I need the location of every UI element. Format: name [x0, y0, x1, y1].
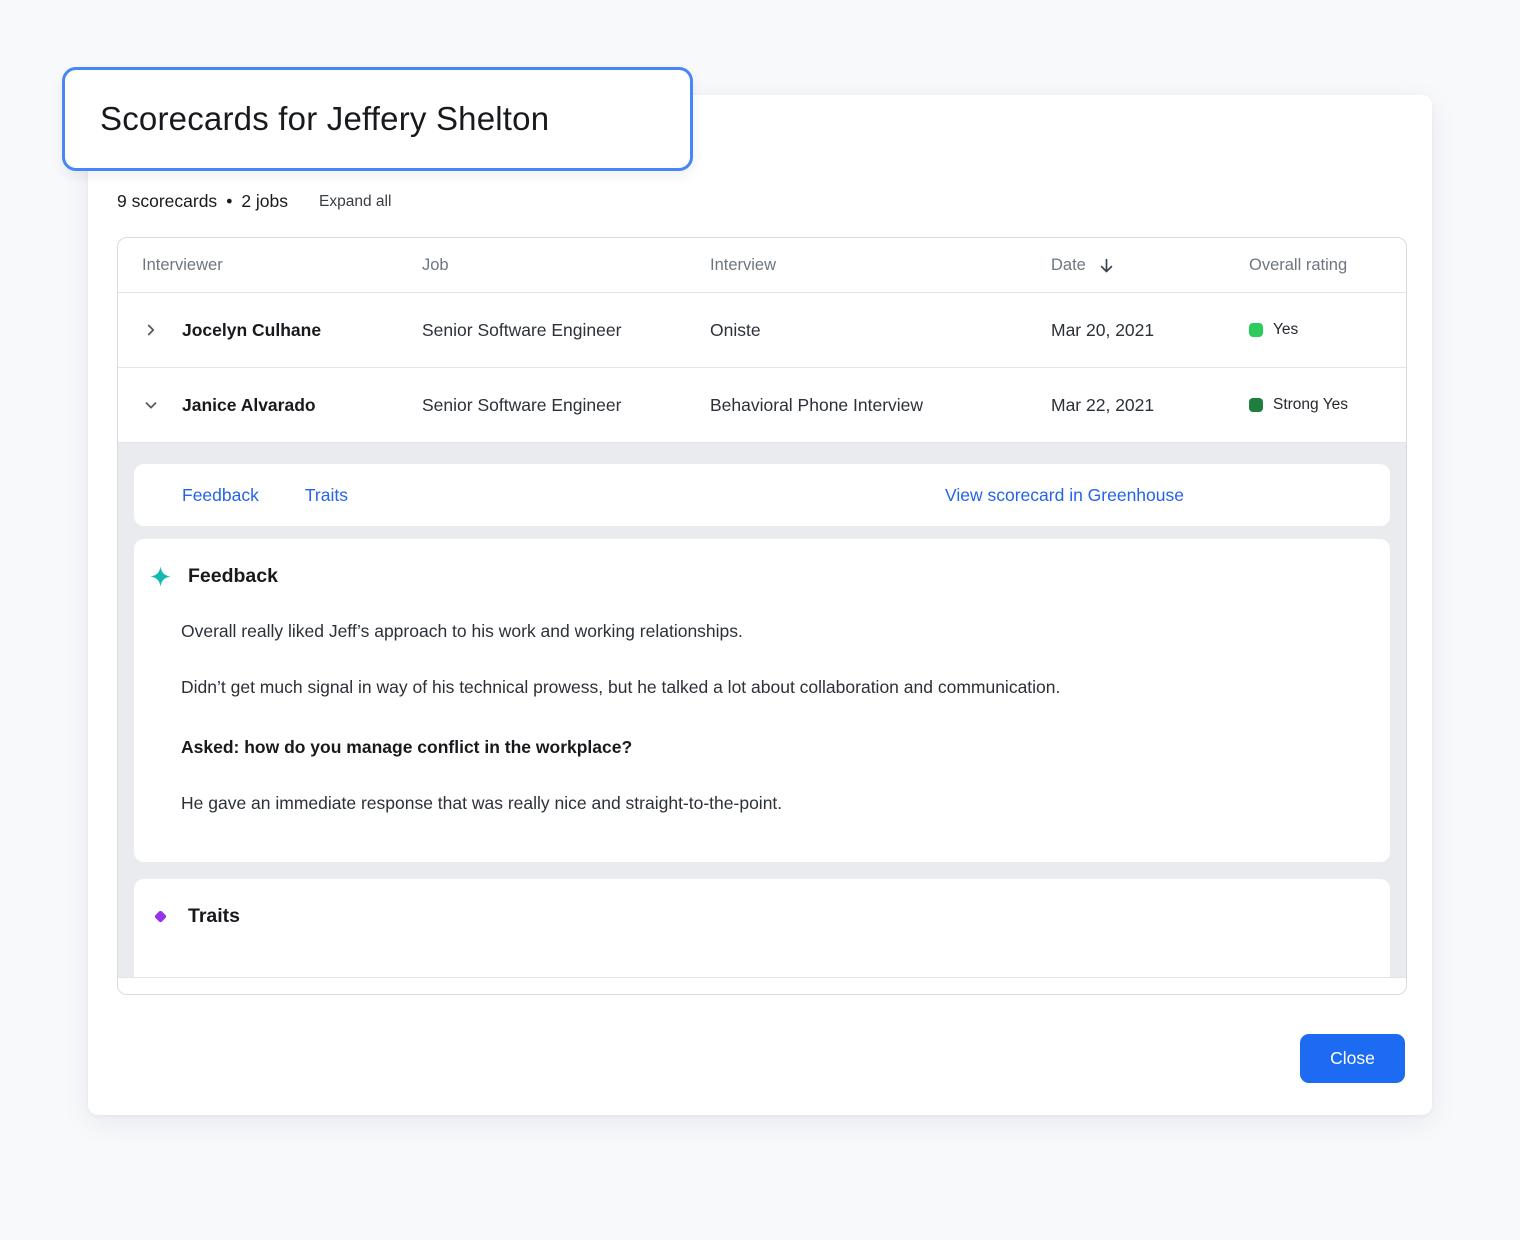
feedback-question: Asked: how do you manage conflict in the…	[181, 737, 633, 757]
rating-label: Strong Yes	[1273, 396, 1348, 413]
date-cell: Mar 20, 2021	[1051, 319, 1155, 340]
expand-all-button[interactable]: Expand all	[319, 192, 392, 210]
diamond-icon	[148, 906, 172, 927]
rating-swatch-strong-yes	[1249, 398, 1263, 412]
table-header-row: Interviewer Job Interview Date Overall r…	[118, 238, 1406, 293]
bullet-separator: •	[226, 191, 233, 211]
feedback-heading: Feedback	[188, 565, 278, 587]
traits-heading: Traits	[188, 905, 241, 927]
rating-swatch-yes	[1249, 323, 1263, 337]
page-title: Scorecards for Jeffery Shelton	[100, 100, 550, 137]
rating-label: Yes	[1273, 321, 1299, 338]
overall-rating-cell: Yes	[1249, 321, 1382, 339]
feedback-answer: He gave an immediate response that was r…	[181, 793, 783, 813]
table-row-collapsed[interactable]: Jocelyn Culhane Senior Software Engineer…	[118, 293, 1406, 368]
feedback-paragraph: Didn’t get much signal in way of his tec…	[181, 677, 1061, 697]
column-header-date[interactable]: Date	[1051, 256, 1249, 275]
feedback-section-header: Feedback	[148, 565, 1342, 588]
jobs-count: 2 jobs	[241, 191, 289, 211]
scorecards-count: 9 scorecards	[117, 191, 218, 211]
column-header-overall-rating: Overall rating	[1249, 255, 1348, 274]
job-cell: Senior Software Engineer	[422, 394, 622, 415]
view-scorecard-in-greenhouse-link[interactable]: View scorecard in Greenhouse	[945, 484, 1184, 505]
chevron-right-icon[interactable]	[142, 321, 182, 339]
table-row-expanded[interactable]: Janice Alvarado Senior Software Engineer…	[118, 368, 1406, 443]
scorecards-summary: 9 scorecards • 2 jobs Expand all	[117, 191, 391, 212]
summary-counts: 9 scorecards • 2 jobs	[117, 191, 288, 212]
sparkle-icon	[148, 565, 172, 588]
sort-arrow-down-icon	[1095, 256, 1119, 275]
traits-section-card: Traits	[134, 879, 1390, 977]
chevron-down-icon[interactable]	[142, 396, 182, 414]
column-header-job: Job	[422, 255, 449, 274]
interviewer-name: Jocelyn Culhane	[182, 319, 322, 340]
feedback-body: Overall really liked Jeff’s approach to …	[148, 588, 1342, 818]
interview-cell: Behavioral Phone Interview	[710, 394, 924, 415]
overall-rating-cell: Strong Yes	[1249, 396, 1382, 414]
scorecard-detail-panel: Feedback Traits View scorecard in Greenh…	[118, 443, 1406, 977]
scorecards-dialog: 9 scorecards • 2 jobs Expand all Intervi…	[88, 95, 1432, 1115]
tab-traits[interactable]: Traits	[304, 484, 348, 505]
column-header-interviewer: Interviewer	[142, 255, 223, 274]
dialog-title-highlight-box: Scorecards for Jeffery Shelton	[62, 67, 693, 171]
column-header-interview: Interview	[710, 255, 777, 274]
feedback-section-card: Feedback Overall really liked Jeff’s app…	[134, 539, 1390, 862]
scorecards-table: Interviewer Job Interview Date Overall r…	[117, 237, 1407, 995]
interviewer-name: Janice Alvarado	[182, 394, 316, 415]
detail-tabs-bar: Feedback Traits View scorecard in Greenh…	[134, 464, 1390, 526]
job-cell: Senior Software Engineer	[422, 319, 622, 340]
interview-cell: Oniste	[710, 319, 761, 340]
feedback-paragraph: Overall really liked Jeff’s approach to …	[181, 621, 743, 641]
tab-feedback[interactable]: Feedback	[182, 484, 259, 505]
date-cell: Mar 22, 2021	[1051, 394, 1155, 415]
close-button[interactable]: Close	[1300, 1034, 1405, 1083]
table-footer-strip	[118, 977, 1406, 994]
traits-section-header: Traits	[148, 905, 1342, 928]
